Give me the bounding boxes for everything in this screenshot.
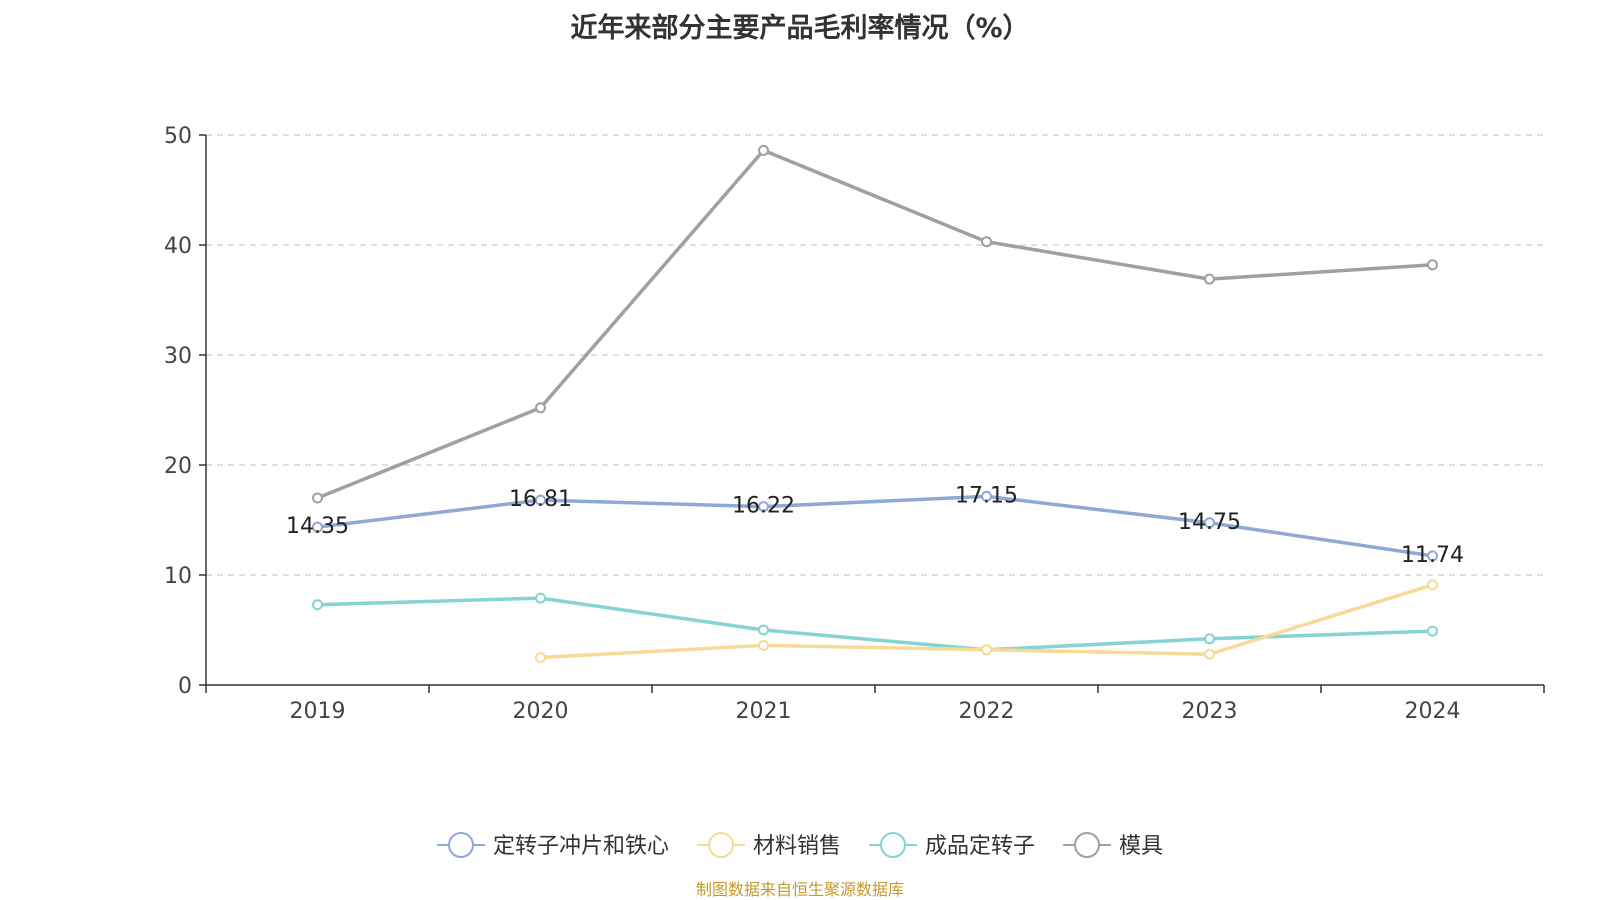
series-line <box>317 596 1433 652</box>
data-label: 16.22 <box>732 494 795 519</box>
source-note: 制图数据来自恒生聚源数据库 <box>695 880 904 899</box>
data-point <box>535 494 546 506</box>
data-point <box>758 144 769 156</box>
x-tick-label: 2024 <box>1405 699 1461 724</box>
data-point <box>535 592 546 604</box>
legend-marker <box>448 832 474 858</box>
y-tick-label: 10 <box>164 564 192 589</box>
data-point <box>312 599 323 611</box>
data-point <box>758 624 769 636</box>
data-point <box>535 402 546 414</box>
data-point <box>1204 517 1215 529</box>
legend-label: 材料销售 <box>753 834 841 859</box>
data-point <box>1204 648 1215 660</box>
data-point <box>981 490 992 502</box>
series-line <box>317 494 1433 558</box>
data-point <box>758 639 769 651</box>
y-tick-label: 30 <box>164 344 192 369</box>
data-point <box>981 644 992 656</box>
data-point <box>1427 625 1438 637</box>
data-label: 16.81 <box>509 487 572 512</box>
legend-marker <box>708 832 734 858</box>
data-label: 14.75 <box>1178 510 1241 535</box>
series-line <box>316 148 1433 500</box>
data-point <box>312 492 323 504</box>
x-tick-label: 2023 <box>1182 699 1238 724</box>
legend-marker <box>1074 832 1100 858</box>
data-point <box>758 501 769 513</box>
data-point <box>1204 633 1215 645</box>
data-point <box>1427 579 1438 591</box>
data-point <box>1427 259 1438 271</box>
legend-marker <box>880 832 906 858</box>
x-tick-label: 2021 <box>736 699 792 724</box>
legend-label: 模具 <box>1119 834 1163 859</box>
legend-label: 成品定转子 <box>925 834 1035 859</box>
data-label: 17.15 <box>955 483 1018 508</box>
data-point <box>535 652 546 663</box>
y-tick-label: 20 <box>164 454 192 479</box>
x-tick-label: 2019 <box>290 699 346 724</box>
data-point <box>1427 550 1438 562</box>
data-label: 11.74 <box>1401 543 1464 568</box>
data-point <box>1204 273 1215 285</box>
x-tick-label: 2022 <box>959 699 1015 724</box>
data-label: 14.35 <box>286 514 349 539</box>
chart-title: 近年来部分主要产品毛利率情况（%） <box>570 13 1030 44</box>
data-point <box>312 521 323 533</box>
y-tick-label: 0 <box>178 674 192 699</box>
data-point <box>981 236 992 248</box>
y-tick-label: 40 <box>164 234 192 259</box>
y-tick-label: 50 <box>164 124 192 149</box>
x-tick-label: 2020 <box>513 699 569 724</box>
legend-label: 定转子冲片和铁心 <box>493 834 669 859</box>
